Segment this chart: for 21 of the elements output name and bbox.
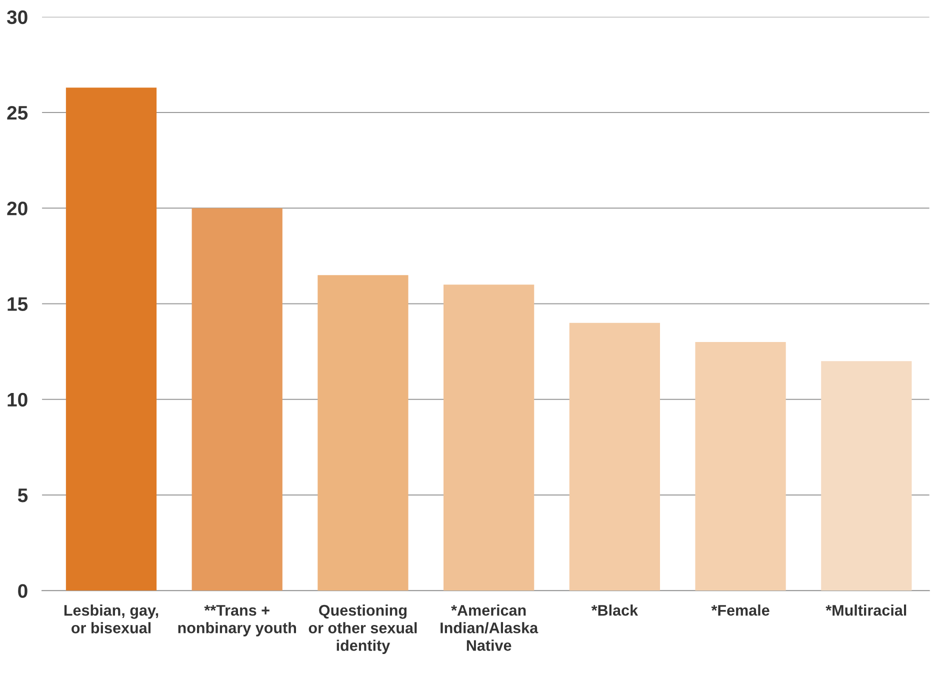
- y-tick-label: 30: [6, 10, 28, 24]
- x-tick-label: Lesbian, gay, or bisexual: [64, 604, 158, 634]
- x-tick-label: *Multiracial: [826, 604, 906, 616]
- x-tick-label: Questioning or other sexual identity: [308, 604, 417, 654]
- x-tick-label: *Black: [591, 604, 638, 616]
- y-tick-label: 15: [8, 297, 28, 311]
- y-tick-label: 10: [8, 392, 28, 407]
- x-tick-label: **Trans + nonbinary youth: [178, 605, 296, 636]
- bar: [821, 361, 912, 591]
- bar: [66, 88, 157, 591]
- y-tick-label: 25: [7, 106, 28, 120]
- y-tick-label: 20: [7, 202, 28, 216]
- x-tick-label: *Female: [711, 604, 770, 616]
- x-tick-label: *American Indian/Alaska Native: [440, 604, 538, 651]
- bar: [192, 208, 282, 591]
- bar: [569, 322, 660, 591]
- bar: [695, 342, 786, 591]
- y-tick-label: 0: [18, 584, 28, 598]
- bar: [318, 275, 408, 591]
- bar: [444, 284, 534, 591]
- y-tick-label: 5: [18, 488, 28, 502]
